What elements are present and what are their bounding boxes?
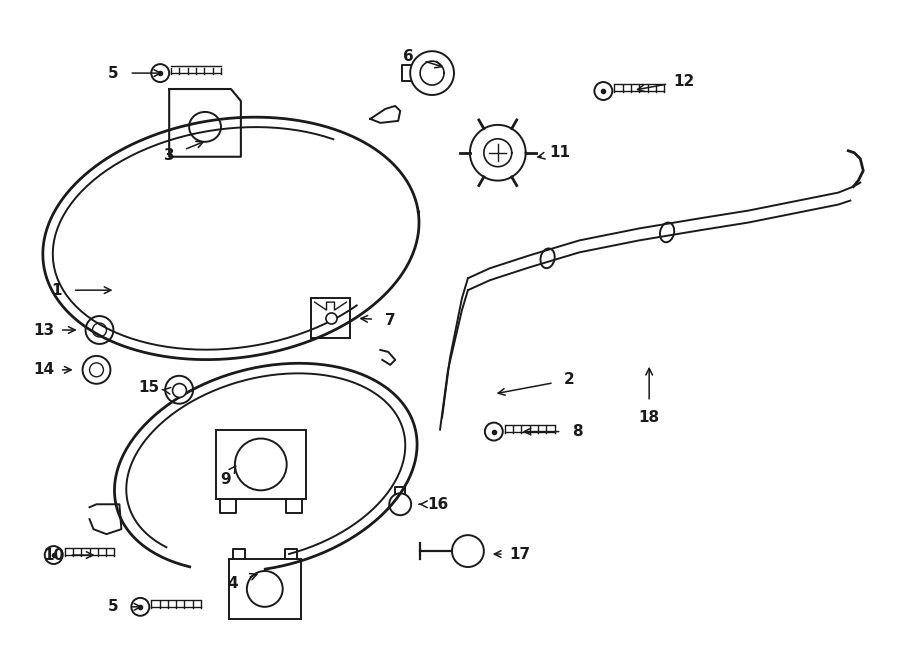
Text: 3: 3 xyxy=(164,148,175,164)
Text: 6: 6 xyxy=(403,49,414,64)
Text: 14: 14 xyxy=(33,362,54,377)
Text: 2: 2 xyxy=(564,372,575,387)
Text: 16: 16 xyxy=(428,496,449,512)
Bar xyxy=(216,430,306,499)
Text: 11: 11 xyxy=(549,145,570,160)
Text: 8: 8 xyxy=(572,424,583,439)
Text: 7: 7 xyxy=(385,312,396,328)
Text: 13: 13 xyxy=(33,322,54,338)
Text: 9: 9 xyxy=(220,472,231,487)
Text: 1: 1 xyxy=(51,283,62,298)
Text: 10: 10 xyxy=(43,547,64,563)
Bar xyxy=(229,559,301,619)
Text: 5: 5 xyxy=(108,599,119,614)
Text: 18: 18 xyxy=(639,410,660,425)
Text: 5: 5 xyxy=(108,66,119,81)
Text: 4: 4 xyxy=(228,577,238,591)
Bar xyxy=(310,298,350,338)
Text: 17: 17 xyxy=(509,547,530,561)
Text: 12: 12 xyxy=(673,73,695,89)
Text: 15: 15 xyxy=(139,380,160,395)
